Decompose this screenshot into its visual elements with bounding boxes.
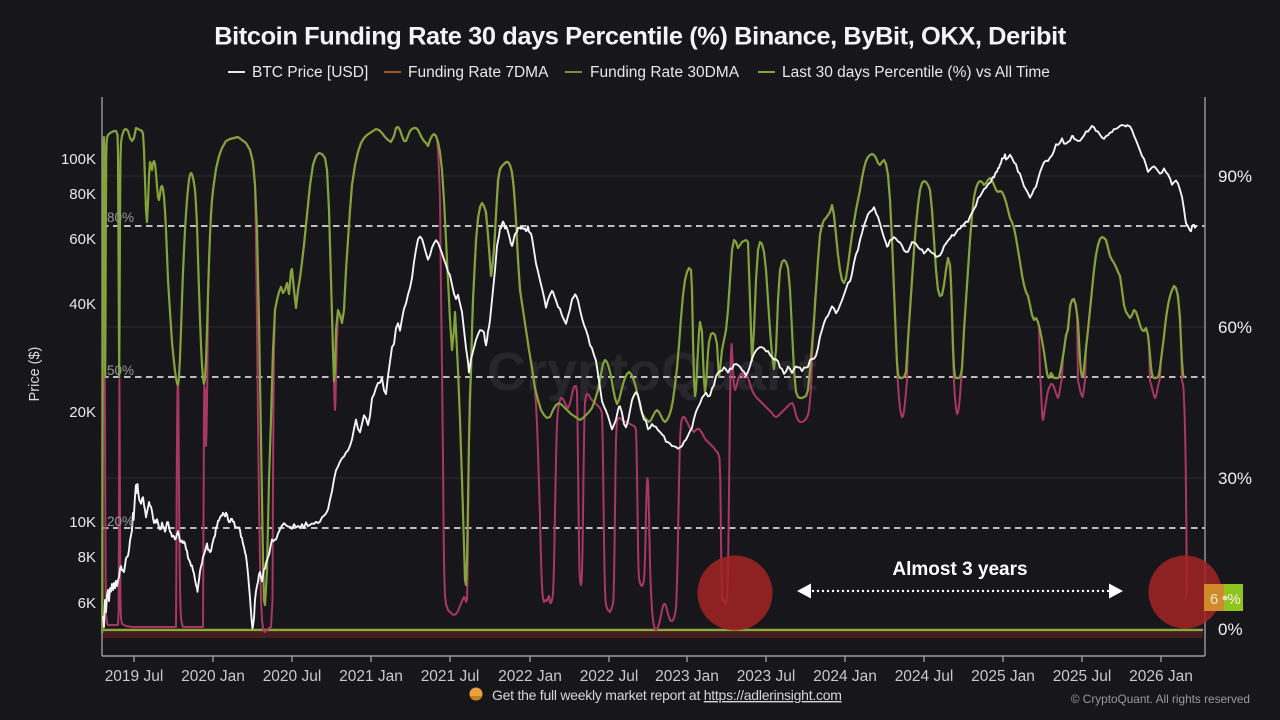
svg-text:Get the full weekly market rep: Get the full weekly market report at htt… <box>492 687 842 703</box>
svg-text:100K: 100K <box>61 151 96 168</box>
svg-text:40K: 40K <box>69 296 96 313</box>
svg-text:2023 Jul: 2023 Jul <box>737 668 796 685</box>
svg-text:Bitcoin Funding Rate 30 days P: Bitcoin Funding Rate 30 days Percentile … <box>214 23 1067 51</box>
svg-text:6: 6 <box>1210 591 1218 608</box>
svg-text:2022 Jul: 2022 Jul <box>580 668 639 685</box>
svg-text:2022 Jan: 2022 Jan <box>498 668 562 685</box>
svg-text:2020 Jan: 2020 Jan <box>181 668 245 685</box>
svg-text:2021 Jan: 2021 Jan <box>339 668 403 685</box>
svg-text:Price ($): Price ($) <box>27 347 43 402</box>
svg-text:80%: 80% <box>107 210 134 225</box>
svg-text:20K: 20K <box>69 404 96 421</box>
svg-text:2020 Jul: 2020 Jul <box>263 668 322 685</box>
svg-text:2019 Jul: 2019 Jul <box>105 668 164 685</box>
svg-text:50%: 50% <box>107 363 134 378</box>
svg-text:2023 Jan: 2023 Jan <box>655 668 719 685</box>
svg-text:30%: 30% <box>1218 469 1252 488</box>
svg-text:BTC Price [USD]: BTC Price [USD] <box>252 64 368 81</box>
svg-text:© CryptoQuant. All rights rese: © CryptoQuant. All rights reserved <box>1071 692 1250 706</box>
svg-text:10K: 10K <box>69 514 96 531</box>
svg-text:2025 Jul: 2025 Jul <box>1053 668 1112 685</box>
svg-text:CryptoQuant: CryptoQuant <box>487 342 817 402</box>
svg-text:20%: 20% <box>107 514 134 529</box>
svg-text:%: % <box>1227 591 1240 608</box>
svg-text:60%: 60% <box>1218 318 1252 337</box>
svg-text:2025 Jan: 2025 Jan <box>971 668 1035 685</box>
svg-text:2024 Jan: 2024 Jan <box>813 668 877 685</box>
svg-text:2024 Jul: 2024 Jul <box>895 668 954 685</box>
svg-text:80K: 80K <box>69 186 96 203</box>
svg-text:Almost 3 years: Almost 3 years <box>892 559 1027 580</box>
svg-text:2026 Jan: 2026 Jan <box>1129 668 1193 685</box>
svg-text:6K: 6K <box>78 595 96 612</box>
svg-text:Funding Rate 7DMA: Funding Rate 7DMA <box>408 64 549 81</box>
svg-text:Funding Rate 30DMA: Funding Rate 30DMA <box>590 64 740 81</box>
svg-text:0%: 0% <box>1218 620 1243 639</box>
svg-text:2021 Jul: 2021 Jul <box>421 668 480 685</box>
svg-text:60K: 60K <box>69 231 96 248</box>
svg-text:90%: 90% <box>1218 167 1252 186</box>
svg-text:8K: 8K <box>78 549 96 566</box>
svg-text:Last 30 days Percentile (%) vs: Last 30 days Percentile (%) vs All Time <box>782 64 1050 81</box>
